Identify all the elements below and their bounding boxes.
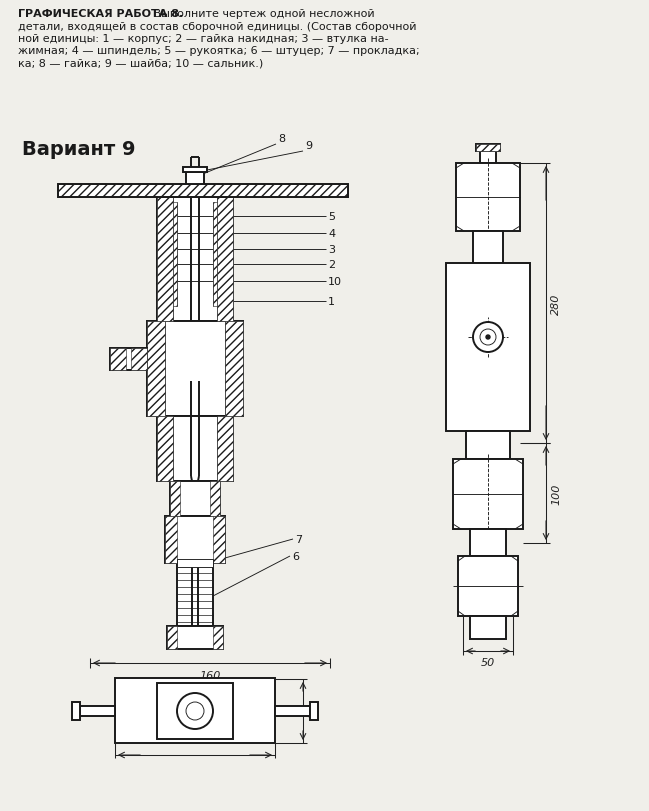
Text: 100: 100 — [551, 483, 561, 504]
Bar — [453, 460, 523, 530]
Bar — [177, 560, 213, 568]
Bar — [131, 349, 147, 371]
Text: ной единицы: 1 — корпус; 2 — гайка накидная; 3 — втулка на-: ной единицы: 1 — корпус; 2 — гайка накид… — [18, 34, 389, 44]
Circle shape — [177, 693, 213, 729]
Bar — [473, 232, 503, 264]
Bar — [157, 198, 233, 322]
Bar — [480, 152, 496, 164]
Text: 9: 9 — [305, 141, 312, 151]
Bar — [476, 145, 500, 152]
Text: 160: 160 — [199, 670, 221, 680]
Circle shape — [186, 702, 204, 720]
Text: 280: 280 — [551, 293, 561, 315]
Bar — [167, 626, 177, 649]
Bar — [173, 203, 177, 307]
Circle shape — [473, 323, 503, 353]
Bar — [177, 564, 213, 626]
Bar — [217, 198, 233, 322]
Bar — [157, 417, 173, 482]
Text: ГРАФИЧЕСКАЯ РАБОТА 8.: ГРАФИЧЕСКАЯ РАБОТА 8. — [18, 9, 183, 19]
Bar — [167, 626, 223, 649]
Text: 3: 3 — [328, 245, 335, 255]
Bar — [183, 168, 207, 173]
Bar — [58, 185, 348, 198]
Text: 1: 1 — [328, 297, 335, 307]
Bar — [157, 417, 233, 482]
Circle shape — [480, 329, 496, 345]
Bar — [147, 322, 243, 417]
Bar — [458, 556, 518, 616]
Bar — [476, 145, 500, 152]
Bar — [72, 702, 80, 720]
Bar — [157, 683, 233, 739]
Bar — [183, 168, 207, 173]
Bar — [147, 322, 165, 417]
Bar — [110, 349, 147, 371]
Text: ка; 8 — гайка; 9 — шайба; 10 — сальник.): ка; 8 — гайка; 9 — шайба; 10 — сальник.) — [18, 59, 263, 69]
Bar — [225, 322, 243, 417]
Bar — [310, 702, 318, 720]
Bar — [213, 626, 223, 649]
Text: 2: 2 — [328, 260, 335, 270]
Bar — [165, 517, 225, 564]
Text: 8: 8 — [278, 134, 285, 144]
Bar — [470, 530, 506, 556]
Text: 6: 6 — [292, 551, 299, 561]
Bar — [466, 431, 510, 460]
Text: Вариант 9: Вариант 9 — [22, 139, 136, 159]
Text: жимная; 4 — шпиндель; 5 — рукоятка; 6 — штуцер; 7 — прокладка;: жимная; 4 — шпиндель; 5 — рукоятка; 6 — … — [18, 46, 420, 57]
Text: 5: 5 — [328, 212, 335, 221]
Bar — [170, 482, 220, 517]
Bar — [210, 482, 220, 517]
Text: Выполните чертеж одной несложной: Выполните чертеж одной несложной — [150, 9, 374, 19]
Bar — [456, 164, 520, 232]
Bar — [446, 264, 530, 431]
Text: 7: 7 — [295, 534, 302, 544]
Bar — [470, 616, 506, 639]
Bar — [157, 198, 173, 322]
Text: детали, входящей в состав сборочной единицы. (Состав сборочной: детали, входящей в состав сборочной един… — [18, 21, 417, 32]
Text: 65: 65 — [308, 704, 318, 719]
Bar — [186, 173, 204, 185]
Bar — [213, 203, 217, 307]
Bar — [80, 706, 115, 716]
Bar — [213, 517, 225, 564]
Bar — [275, 706, 310, 716]
Bar — [217, 417, 233, 482]
Bar — [110, 349, 126, 371]
Text: 50: 50 — [481, 657, 495, 667]
Text: 4: 4 — [328, 229, 335, 238]
Bar — [165, 517, 177, 564]
Text: 10: 10 — [328, 277, 342, 286]
Bar — [58, 185, 348, 198]
Bar — [186, 173, 204, 185]
Circle shape — [486, 336, 490, 340]
Bar — [170, 482, 180, 517]
Bar — [115, 678, 275, 743]
